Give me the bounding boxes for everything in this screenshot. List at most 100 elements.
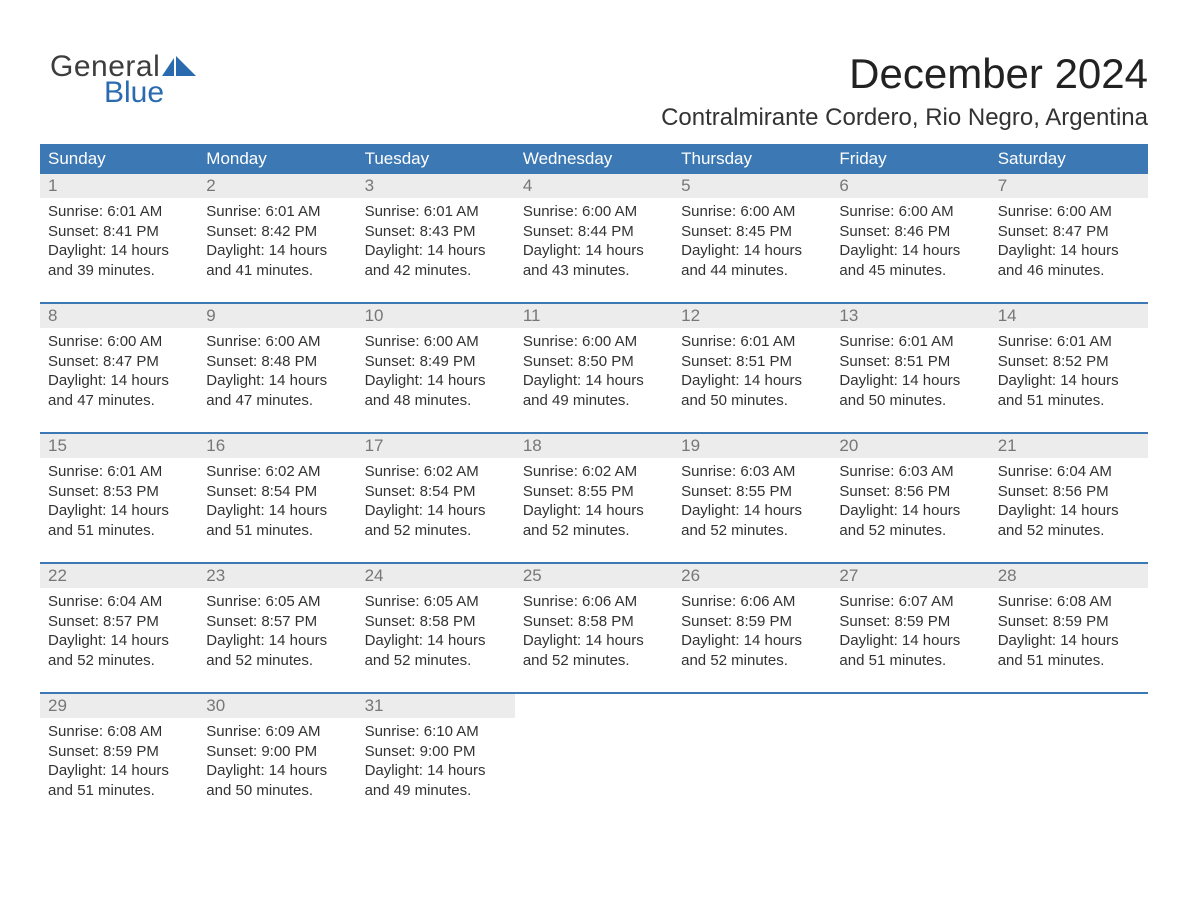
day-detail-line: Sunset: 8:59 PM <box>48 742 190 762</box>
day-number-cell: 7 <box>990 174 1148 198</box>
day-number-cell: 15 <box>40 434 198 458</box>
day-detail-line: Sunrise: 6:03 AM <box>681 462 823 482</box>
day-detail-cell: Sunrise: 6:08 AMSunset: 8:59 PMDaylight:… <box>40 718 198 822</box>
day-number-cell: 26 <box>673 564 831 588</box>
day-detail-cell: Sunrise: 6:00 AMSunset: 8:44 PMDaylight:… <box>515 198 673 303</box>
day-detail-line: Sunrise: 6:01 AM <box>206 202 348 222</box>
day-detail-line: Sunset: 8:43 PM <box>365 222 507 242</box>
calendar-table: Sunday Monday Tuesday Wednesday Thursday… <box>40 144 1148 822</box>
day-detail-line: Sunrise: 6:08 AM <box>48 722 190 742</box>
day-detail-line: Daylight: 14 hours <box>206 241 348 261</box>
day-detail-row: Sunrise: 6:00 AMSunset: 8:47 PMDaylight:… <box>40 328 1148 433</box>
day-detail-line: Sunrise: 6:01 AM <box>681 332 823 352</box>
day-detail-line: Sunset: 8:47 PM <box>48 352 190 372</box>
day-detail-line: Sunset: 8:56 PM <box>839 482 981 502</box>
day-detail-line: Daylight: 14 hours <box>681 241 823 261</box>
day-number-cell: 12 <box>673 304 831 328</box>
day-detail-line: Daylight: 14 hours <box>206 761 348 781</box>
day-detail-line: and 46 minutes. <box>998 261 1140 281</box>
day-number-cell: 4 <box>515 174 673 198</box>
day-detail-line: Sunrise: 6:00 AM <box>681 202 823 222</box>
day-detail-line: Sunset: 8:59 PM <box>839 612 981 632</box>
day-detail-line: Daylight: 14 hours <box>998 631 1140 651</box>
day-detail-line: Sunrise: 6:00 AM <box>523 202 665 222</box>
day-detail-row: Sunrise: 6:04 AMSunset: 8:57 PM Daylight:… <box>40 588 1148 693</box>
day-detail-line: Sunset: 8:46 PM <box>839 222 981 242</box>
day-detail-cell: Sunrise: 6:02 AMSunset: 8:55 PMDaylight:… <box>515 458 673 563</box>
day-detail-cell: Sunrise: 6:05 AMSunset: 8:58 PMDaylight:… <box>357 588 515 693</box>
day-detail-line: Sunset: 8:59 PM <box>998 612 1140 632</box>
day-detail-line: Daylight: 14 hours <box>48 761 190 781</box>
day-number-row: 15161718192021 <box>40 434 1148 458</box>
day-detail-line: Daylight: 14 hours <box>523 371 665 391</box>
day-number-cell: 13 <box>831 304 989 328</box>
day-detail-line: and 49 minutes. <box>523 391 665 411</box>
day-header: Friday <box>831 144 989 174</box>
day-detail-line: and 52 minutes. <box>365 521 507 541</box>
day-header: Sunday <box>40 144 198 174</box>
day-detail-line: Sunset: 8:56 PM <box>998 482 1140 502</box>
day-detail-cell: Sunrise: 6:03 AMSunset: 8:55 PMDaylight:… <box>673 458 831 563</box>
day-detail-line: Sunset: 8:54 PM <box>206 482 348 502</box>
day-detail-line: Sunset: 8:57 PM <box>48 612 190 632</box>
day-number-cell: 2 <box>198 174 356 198</box>
day-number-row: 22232425262728 <box>40 564 1148 588</box>
day-detail-cell: Sunrise: 6:00 AMSunset: 8:46 PMDaylight:… <box>831 198 989 303</box>
day-number-cell: 25 <box>515 564 673 588</box>
day-detail-line: Sunrise: 6:01 AM <box>839 332 981 352</box>
day-detail-cell <box>515 718 673 822</box>
day-detail-cell: Sunrise: 6:01 AMSunset: 8:52 PMDaylight:… <box>990 328 1148 433</box>
day-number-cell: 10 <box>357 304 515 328</box>
day-detail-line: and 47 minutes. <box>48 391 190 411</box>
location-subtitle: Contralmirante Cordero, Rio Negro, Argen… <box>661 104 1148 132</box>
day-detail-row: Sunrise: 6:01 AMSunset: 8:41 PMDaylight:… <box>40 198 1148 303</box>
day-detail-line: Sunrise: 6:05 AM <box>365 592 507 612</box>
day-detail-line: Daylight: 14 hours <box>206 501 348 521</box>
day-number-cell: 29 <box>40 694 198 718</box>
day-number-cell: 6 <box>831 174 989 198</box>
day-detail-cell: Sunrise: 6:04 AMSunset: 8:56 PMDaylight:… <box>990 458 1148 563</box>
month-title: December 2024 <box>661 50 1148 98</box>
calendar-header-row: Sunday Monday Tuesday Wednesday Thursday… <box>40 144 1148 174</box>
day-detail-line: and 43 minutes. <box>523 261 665 281</box>
day-header: Wednesday <box>515 144 673 174</box>
logo: General Blue <box>40 50 200 110</box>
day-header: Monday <box>198 144 356 174</box>
day-detail-line: Daylight: 14 hours <box>48 371 190 391</box>
day-detail-line: Sunrise: 6:00 AM <box>998 202 1140 222</box>
day-detail-line: Sunset: 8:58 PM <box>365 612 507 632</box>
day-detail-line: and 52 minutes. <box>681 521 823 541</box>
day-detail-line: Daylight: 14 hours <box>681 371 823 391</box>
day-detail-line: Sunset: 8:51 PM <box>839 352 981 372</box>
day-detail-line: and 52 minutes. <box>998 521 1140 541</box>
day-number-cell: 18 <box>515 434 673 458</box>
day-number-cell: 3 <box>357 174 515 198</box>
day-number-cell: 24 <box>357 564 515 588</box>
day-detail-line: Daylight: 14 hours <box>998 371 1140 391</box>
day-detail-line: Sunset: 8:48 PM <box>206 352 348 372</box>
day-detail-line: Sunrise: 6:03 AM <box>839 462 981 482</box>
day-detail-line: and 44 minutes. <box>681 261 823 281</box>
day-detail-line: Daylight: 14 hours <box>365 371 507 391</box>
day-detail-line: Sunset: 8:51 PM <box>681 352 823 372</box>
day-detail-cell: Sunrise: 6:06 AMSunset: 8:59 PMDaylight:… <box>673 588 831 693</box>
day-detail-row: Sunrise: 6:01 AMSunset: 8:53 PMDaylight:… <box>40 458 1148 563</box>
day-detail-line: Sunrise: 6:04 AM <box>998 462 1140 482</box>
day-number-cell: 9 <box>198 304 356 328</box>
day-number-cell: 1 <box>40 174 198 198</box>
day-detail-line: Sunrise: 6:04 AM <box>48 592 190 612</box>
day-number-row: 891011121314 <box>40 304 1148 328</box>
day-detail-line: Sunrise: 6:02 AM <box>206 462 348 482</box>
day-detail-row: Sunrise: 6:08 AMSunset: 8:59 PMDaylight:… <box>40 718 1148 822</box>
day-detail-line: Sunset: 8:47 PM <box>998 222 1140 242</box>
day-header: Tuesday <box>357 144 515 174</box>
day-detail-line: Sunrise: 6:01 AM <box>48 462 190 482</box>
day-detail-line: and 51 minutes. <box>839 651 981 671</box>
day-number-cell <box>515 694 673 718</box>
day-detail-line: Daylight: 14 hours <box>839 631 981 651</box>
day-detail-cell: Sunrise: 6:02 AMSunset: 8:54 PMDaylight:… <box>357 458 515 563</box>
day-header: Saturday <box>990 144 1148 174</box>
day-number-cell: 8 <box>40 304 198 328</box>
day-number-cell: 28 <box>990 564 1148 588</box>
day-detail-line: and 51 minutes. <box>998 391 1140 411</box>
